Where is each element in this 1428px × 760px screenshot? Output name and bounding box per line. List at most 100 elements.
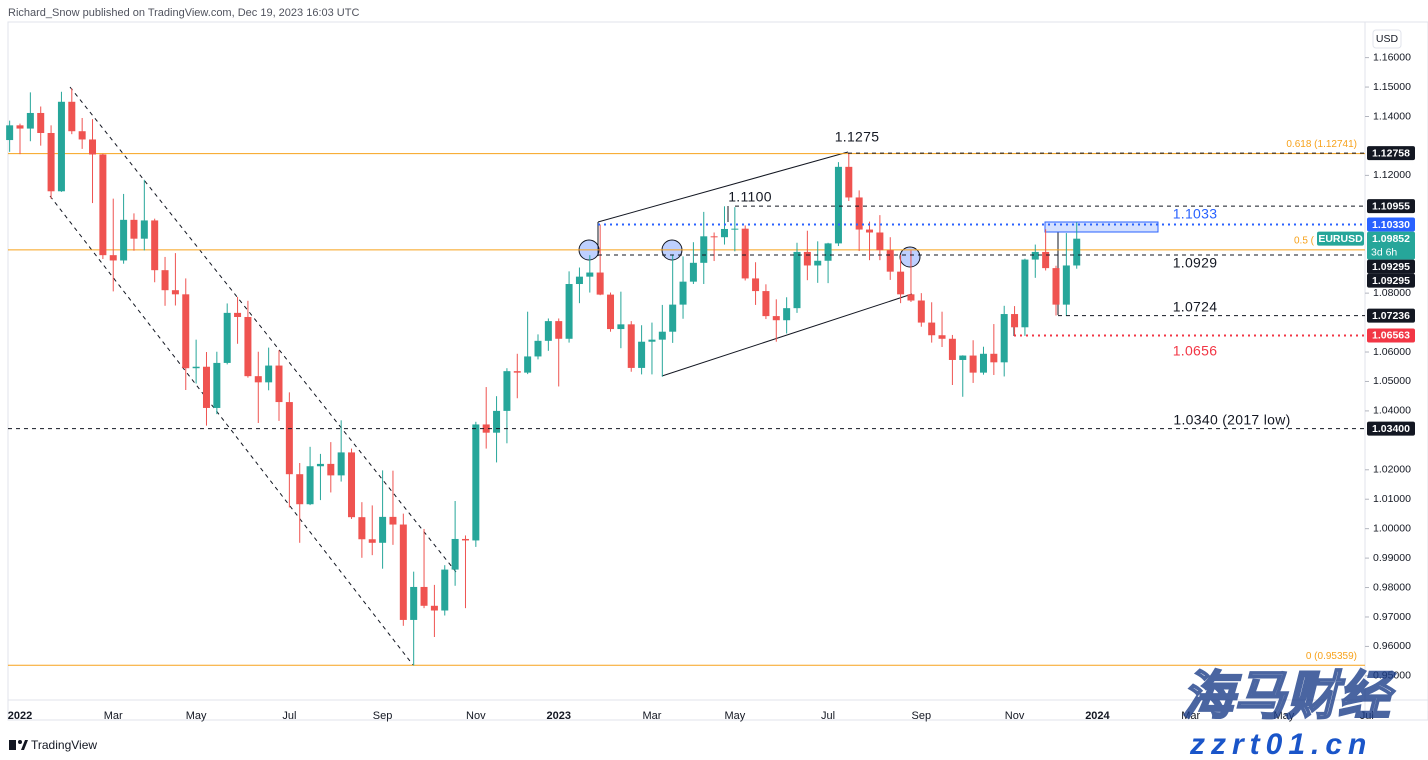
candle-body xyxy=(731,228,739,230)
candle-body xyxy=(638,341,646,368)
price-tag xyxy=(1367,259,1415,274)
candle-body xyxy=(348,452,356,518)
x-tick-label: May xyxy=(186,710,207,722)
candle-body xyxy=(669,304,677,332)
candle-body xyxy=(493,410,501,433)
x-tick-label: 2024 xyxy=(1085,710,1110,722)
x-tick-label: Jul xyxy=(282,710,296,722)
candle-body xyxy=(472,424,480,541)
candle-body xyxy=(596,272,604,295)
candle-body xyxy=(151,220,159,271)
price-tag xyxy=(1367,308,1415,323)
candle-body xyxy=(689,262,697,282)
price-tag-label: 1.07236 xyxy=(1372,310,1410,322)
price-tag-label: 1.09295 xyxy=(1372,261,1410,273)
candle-body xyxy=(886,250,894,272)
candle-body xyxy=(171,290,179,295)
candle-body xyxy=(78,131,86,140)
candle-body xyxy=(306,466,314,505)
candle-body xyxy=(793,251,801,309)
logo-shape xyxy=(9,740,16,750)
y-tick-label: 1.05000 xyxy=(1373,375,1411,387)
candle-body xyxy=(399,524,407,620)
candle-body xyxy=(1062,265,1070,305)
candle-body xyxy=(783,308,791,321)
candle-body xyxy=(89,139,97,155)
y-tick-label: 1.04000 xyxy=(1373,405,1411,417)
plot-area: 1.16000 1.15000 1.14000 1.12000 1.08000 1.060… xyxy=(6,51,1415,722)
price-tag xyxy=(1367,199,1415,214)
y-tick-label: 1.02000 xyxy=(1373,464,1411,476)
candle-body xyxy=(607,294,615,330)
candle-body xyxy=(6,125,14,141)
annotation: 1.1275 xyxy=(835,129,880,145)
x-tick-label: 2023 xyxy=(546,710,570,722)
candle-body xyxy=(120,219,128,261)
price-tag-label: 1.06563 xyxy=(1372,330,1410,342)
candle-body xyxy=(192,366,200,369)
x-tick-label: Nov xyxy=(1005,710,1025,722)
marker-circle xyxy=(899,246,921,268)
candle-body xyxy=(617,324,625,330)
zone-box xyxy=(1044,221,1159,233)
candle-body xyxy=(658,331,666,340)
price-tag xyxy=(1367,146,1415,161)
price-tag-label: 1.10955 xyxy=(1372,200,1410,212)
candle-body xyxy=(866,229,874,233)
candle-body xyxy=(275,365,283,403)
candle-body xyxy=(1042,251,1050,269)
price-tag xyxy=(1367,421,1415,436)
candle-body xyxy=(223,312,231,363)
annotation: 1.0656 xyxy=(1173,343,1218,359)
candle-body xyxy=(99,154,107,256)
candle-body xyxy=(451,538,459,570)
candle-body xyxy=(513,371,521,373)
x-tick-label: Jul xyxy=(1360,710,1374,722)
candle-body xyxy=(316,463,324,467)
candle-body xyxy=(772,316,780,321)
candle-body xyxy=(410,586,418,620)
candle-body xyxy=(182,294,190,369)
candle-body xyxy=(1021,259,1029,328)
candle-body xyxy=(441,569,449,611)
x-tick-label: Jul xyxy=(821,710,835,722)
channel-line xyxy=(49,195,414,666)
candle-body xyxy=(938,335,946,339)
candle-body xyxy=(948,338,956,360)
candle-body xyxy=(575,276,583,285)
candle-body xyxy=(959,355,967,360)
candle-body xyxy=(130,219,138,239)
currency-box[interactable] xyxy=(1372,29,1402,49)
y-tick-label: 1.00000 xyxy=(1373,522,1411,534)
candle-body xyxy=(482,424,490,433)
candle-body xyxy=(544,321,552,341)
candle-body xyxy=(741,228,749,279)
candle-body xyxy=(565,284,573,339)
candle-body xyxy=(710,236,718,238)
candle-body xyxy=(555,321,563,339)
price-tag xyxy=(1367,328,1415,343)
candle-body xyxy=(285,402,293,475)
candle-body xyxy=(1011,314,1019,328)
candle-body xyxy=(213,362,221,408)
candle-body xyxy=(524,356,532,373)
y-tick-label: 0.97000 xyxy=(1373,611,1411,623)
annotation: 1.0724 xyxy=(1173,299,1218,315)
candle-body xyxy=(254,376,262,383)
x-tick-label: Mar xyxy=(104,710,123,722)
candle-body xyxy=(845,166,853,198)
candle-body xyxy=(648,339,656,342)
candle-body xyxy=(627,324,635,368)
last-price-label: 1.09852 xyxy=(1372,233,1410,245)
candle-body xyxy=(1073,238,1081,266)
candle-body xyxy=(586,272,594,277)
y-tick-label: 0.98000 xyxy=(1373,581,1411,593)
chart-frame xyxy=(7,21,1428,721)
trend-line xyxy=(661,293,913,377)
x-tick-label: Mar xyxy=(642,710,661,722)
candle-body xyxy=(1031,251,1039,260)
price-tag-label: 1.03400 xyxy=(1372,423,1410,435)
candle-body xyxy=(503,371,511,411)
candle-body xyxy=(337,452,345,476)
price-tag xyxy=(1367,217,1415,232)
